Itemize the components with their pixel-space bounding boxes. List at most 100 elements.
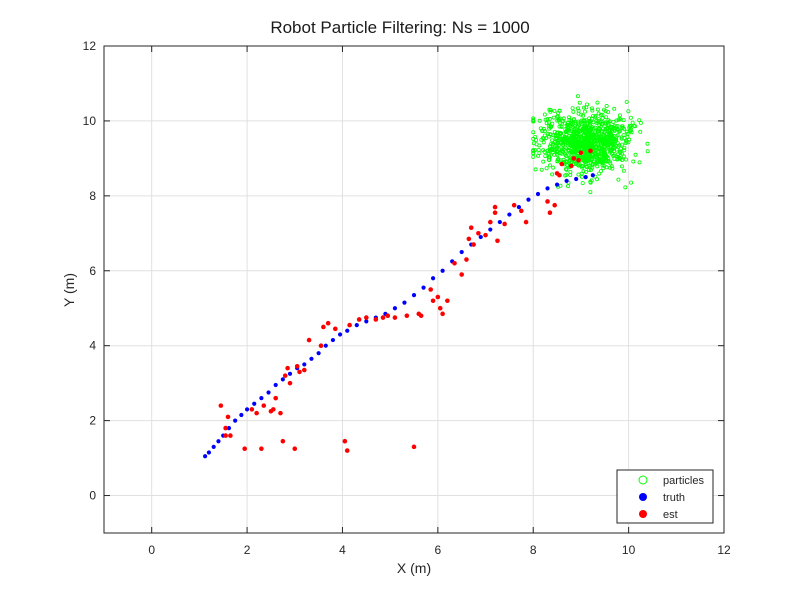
truth-point xyxy=(330,337,336,343)
particle-point xyxy=(571,131,576,136)
particle-point xyxy=(561,116,566,121)
axes-box xyxy=(103,45,725,534)
truth-point xyxy=(323,343,328,348)
particle-point xyxy=(564,167,569,172)
legend-label-particles: particles xyxy=(663,475,704,487)
particle-point xyxy=(608,161,613,166)
particle-point xyxy=(612,106,617,111)
particle-point xyxy=(608,128,613,133)
particle-point xyxy=(577,143,582,148)
particle-point xyxy=(595,164,600,169)
est-point xyxy=(242,446,247,452)
particle-point xyxy=(597,171,602,176)
particle-point xyxy=(638,129,643,134)
particle-point xyxy=(542,112,547,117)
particle-point xyxy=(583,169,588,174)
particle-point xyxy=(645,141,650,146)
est-point xyxy=(282,373,288,378)
est-point xyxy=(254,410,259,416)
est-point xyxy=(445,298,450,304)
est-point xyxy=(545,199,550,204)
particle-point xyxy=(588,165,593,170)
particle-point xyxy=(609,133,614,138)
y-tick-label: 8 xyxy=(89,189,96,203)
y-axis-ticks: 0 2 4 6 8 10 12 xyxy=(83,39,724,503)
truth-point xyxy=(206,450,212,455)
particle-point xyxy=(554,149,559,154)
particle-point xyxy=(543,154,548,159)
particle-point xyxy=(561,137,566,142)
particle-point xyxy=(628,129,633,134)
truth-point xyxy=(554,182,560,187)
particle-point xyxy=(617,129,622,134)
particle-point xyxy=(567,138,572,143)
truth-point xyxy=(392,306,398,311)
truth-point xyxy=(203,454,208,459)
particle-point xyxy=(633,152,638,157)
est-point xyxy=(347,322,352,328)
particle-point xyxy=(575,124,580,129)
truth-point xyxy=(239,412,244,418)
particle-point xyxy=(581,105,586,110)
legend-label-est: est xyxy=(663,509,678,521)
particle-point xyxy=(614,118,619,123)
est-point xyxy=(559,161,565,167)
particle-point xyxy=(588,190,593,195)
particle-point xyxy=(572,137,577,142)
est-point xyxy=(228,433,233,438)
particle-point xyxy=(596,138,601,143)
est-point xyxy=(249,407,255,412)
particle-point xyxy=(622,148,627,153)
particle-point xyxy=(606,123,611,128)
est-point xyxy=(511,202,517,208)
x-tick-label: 8 xyxy=(530,543,537,557)
est-point xyxy=(285,365,290,371)
particle-point xyxy=(616,127,621,132)
est-point xyxy=(342,438,348,444)
particle-point xyxy=(546,151,551,156)
particle-point xyxy=(581,126,586,131)
particle-point xyxy=(591,138,596,143)
truth-point xyxy=(244,407,250,412)
est-point xyxy=(576,157,581,163)
x-axis-ticks: 0 2 4 6 8 10 12 xyxy=(148,46,731,557)
particle-point xyxy=(611,133,616,138)
particle-point xyxy=(601,133,606,138)
particle-point xyxy=(619,164,624,169)
particle-point xyxy=(555,157,560,162)
truth-point xyxy=(564,178,569,183)
particle-point xyxy=(582,122,587,127)
legend-marker-particles xyxy=(638,475,648,485)
particle-point xyxy=(606,118,611,123)
particle-point xyxy=(569,126,574,131)
est-point xyxy=(325,320,331,326)
particle-point xyxy=(551,115,556,120)
particle-point xyxy=(619,135,624,140)
particle-point xyxy=(601,153,606,158)
particle-point xyxy=(605,125,610,130)
est-point xyxy=(294,363,300,369)
particle-point xyxy=(590,153,595,158)
particle-point xyxy=(544,166,549,171)
truth-point xyxy=(287,371,293,376)
particle-point xyxy=(588,180,593,185)
truth-point xyxy=(430,276,436,281)
est-point xyxy=(492,210,498,216)
axes: 0 2 4 6 8 10 12 0 2 4 6 8 10 12 xyxy=(83,39,731,557)
est-point xyxy=(259,446,264,452)
particle-point xyxy=(606,142,611,147)
est-point xyxy=(321,324,326,330)
est-point xyxy=(271,407,276,412)
y-tick-label: 4 xyxy=(89,339,96,353)
est-point xyxy=(578,150,584,156)
y-tick-label: 10 xyxy=(83,114,97,128)
x-tick-label: 0 xyxy=(148,543,155,557)
particle-point xyxy=(596,111,601,116)
particle-point xyxy=(604,132,609,137)
particle-point xyxy=(621,168,626,173)
est-point xyxy=(452,260,457,266)
est-point xyxy=(552,202,557,208)
particle-point xyxy=(552,140,557,145)
particle-point xyxy=(539,137,544,142)
est-point xyxy=(502,221,507,227)
